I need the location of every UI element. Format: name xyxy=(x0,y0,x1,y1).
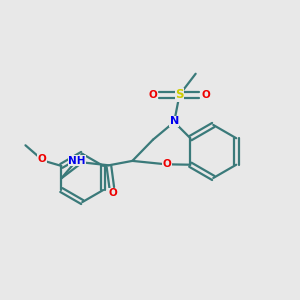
Text: O: O xyxy=(109,188,118,198)
Text: O: O xyxy=(163,159,172,169)
Text: O: O xyxy=(202,90,210,100)
Text: N: N xyxy=(169,116,179,126)
Text: O: O xyxy=(148,90,157,100)
Text: O: O xyxy=(37,154,46,164)
Text: S: S xyxy=(175,88,184,101)
Text: NH: NH xyxy=(68,156,86,166)
